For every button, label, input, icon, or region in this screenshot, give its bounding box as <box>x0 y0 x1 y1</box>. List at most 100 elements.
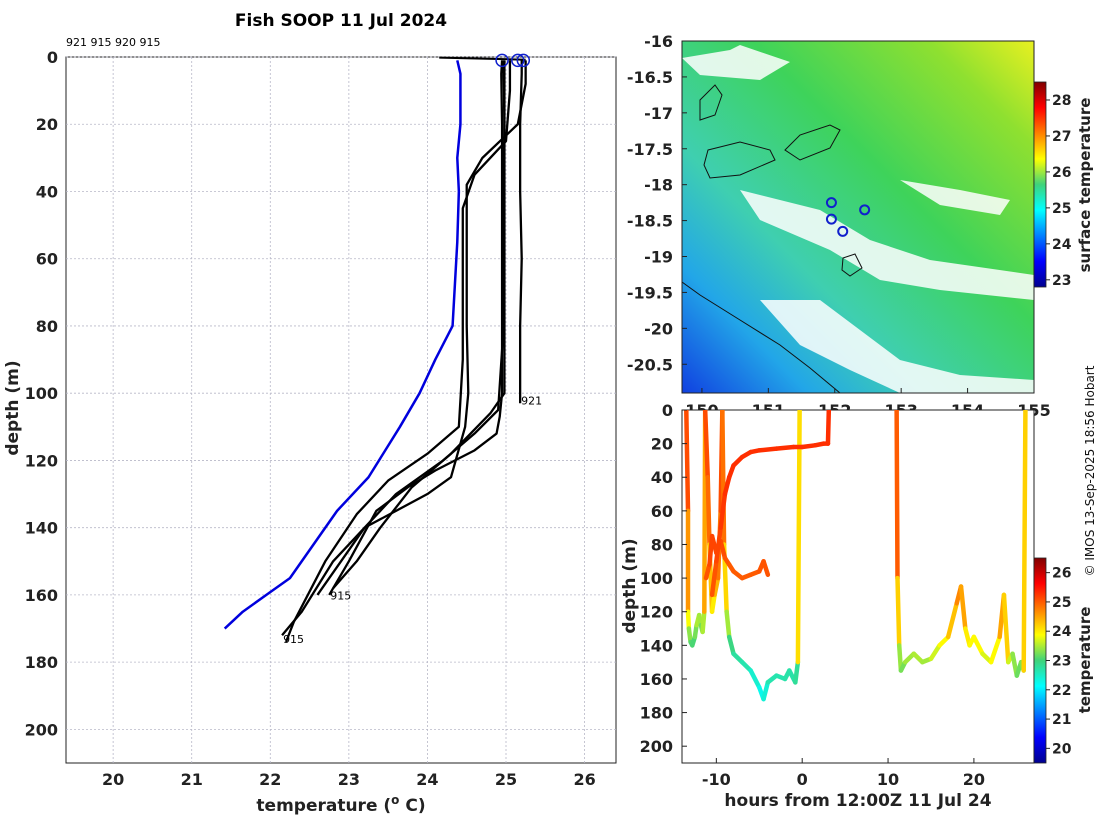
profile-line <box>518 60 523 404</box>
colorbar-tick-label: 26 <box>1052 566 1071 582</box>
y-tick-label: -17.5 <box>627 140 673 159</box>
y-tick-label: 40 <box>651 468 673 487</box>
track-segment <box>714 525 723 564</box>
float-ids: 921 915 920 915 <box>66 36 160 49</box>
profile-annotation: 915 <box>330 589 351 602</box>
station-marker <box>859 204 871 216</box>
track-segment <box>1001 592 1011 665</box>
track-segment <box>761 559 771 577</box>
track-segment <box>748 668 762 690</box>
x-tick-label: 23 <box>338 770 360 789</box>
track-layer <box>684 410 1028 702</box>
profile-annotation: 915 <box>283 633 304 646</box>
tick-layer: 20 21 22 23 24 25 26 0 20 40 60 80 100 120 140 160 180 20… <box>25 48 596 789</box>
colorbar-ticks: 20 21 22 23 24 25 26 <box>1046 566 1072 757</box>
y-tick-label: 20 <box>651 435 673 454</box>
track-segment <box>761 680 771 702</box>
y-tick-label: -16 <box>644 32 673 51</box>
y-tick-label: -18.5 <box>627 212 673 231</box>
y-tick-label: 60 <box>651 502 673 521</box>
y-tick-label: 80 <box>651 535 673 554</box>
track-segment <box>686 626 693 645</box>
colorbar-tick-label: 24 <box>1052 624 1072 640</box>
colorbar-tick-label: 24 <box>1052 237 1072 253</box>
colorbar-tick-label: 25 <box>1052 595 1071 611</box>
x-tick-label: 20 <box>102 770 124 789</box>
y-tick-label: 140 <box>25 519 58 538</box>
y-tick-label: 160 <box>640 670 673 689</box>
y-axis-label: depth (m) <box>620 538 640 633</box>
reef-outline <box>841 253 863 277</box>
x-tick-label: 0 <box>797 770 808 789</box>
y-tick-label: -18 <box>644 176 673 195</box>
colorbar-tick-label: 28 <box>1052 93 1071 109</box>
y-tick-label: 160 <box>25 586 58 605</box>
plot-area <box>681 409 1035 764</box>
y-tick-label: -16.5 <box>627 68 673 87</box>
x-label-text: temperature ( <box>256 796 391 816</box>
track-segment <box>793 659 801 685</box>
y-tick-label: 40 <box>36 182 58 201</box>
track-segment <box>724 609 732 640</box>
track-segment <box>757 446 779 453</box>
track-segment <box>720 410 727 547</box>
y-tick-label: 180 <box>640 704 673 723</box>
track-segment <box>709 592 717 614</box>
track-segment <box>988 634 1002 665</box>
x-tick-label: 10 <box>877 770 899 789</box>
y-axis-label: depth (m) <box>3 360 23 455</box>
surface-marker <box>511 53 525 68</box>
track-segment <box>722 474 732 497</box>
x-tick-label: 21 <box>181 770 203 789</box>
grid <box>66 56 616 763</box>
cloud-mask <box>682 45 1034 393</box>
station-marker <box>825 197 837 209</box>
reef-outline <box>703 141 776 179</box>
track-segment <box>705 474 712 547</box>
y-tick-label: -17 <box>644 104 673 123</box>
colorbar <box>1033 81 1047 288</box>
x-tick-label: 24 <box>416 770 438 789</box>
colorbar-tick-label: 27 <box>1052 129 1071 145</box>
y-tick-label: 20 <box>36 115 58 134</box>
track-segment <box>684 410 691 514</box>
map-panel: -16 -16.5 -17 -17.5 -18 -18.5 -19 -19.5 -20 -20.5… <box>627 32 1094 420</box>
track-segment <box>703 562 712 581</box>
y-tick-label: 80 <box>36 317 58 336</box>
series-layer: 921 915 915 <box>223 53 542 646</box>
x-label-unit: C) <box>399 796 425 816</box>
y-tick-label: 120 <box>25 451 58 470</box>
colorbar <box>1033 557 1047 764</box>
profile-line <box>284 60 512 643</box>
x-axis-label: temperature (o C) <box>256 793 425 816</box>
colorbar-tick-label: 23 <box>1052 654 1071 670</box>
mean-profile-line <box>223 60 462 630</box>
y-tick-label: 180 <box>25 653 58 672</box>
x-tick-label: 20 <box>963 770 985 789</box>
x-tick-label: 25 <box>495 770 517 789</box>
surface-marker <box>495 53 509 68</box>
station-marker <box>825 213 837 225</box>
track-segment <box>1021 410 1028 673</box>
y-tick-label: 200 <box>25 720 58 739</box>
profile-annotation: 921 <box>521 394 542 407</box>
track-segment <box>718 538 728 561</box>
reef-outline <box>784 124 841 161</box>
station-layer <box>825 197 871 237</box>
y-tick-label: 100 <box>640 569 673 588</box>
track-segment <box>928 643 942 662</box>
track-segment <box>795 410 802 665</box>
y-tick-label: -19 <box>644 248 673 267</box>
colorbar-tick-label: 20 <box>1052 741 1072 757</box>
colorbar-tick-label: 23 <box>1052 273 1071 289</box>
track-segment <box>958 584 968 631</box>
track-segment <box>712 575 721 598</box>
track-segment <box>895 575 902 648</box>
track-segment <box>971 634 985 656</box>
map-area <box>682 41 1034 393</box>
y-tick-label: 60 <box>36 250 58 269</box>
colorbar-tick-label: 22 <box>1052 683 1071 699</box>
